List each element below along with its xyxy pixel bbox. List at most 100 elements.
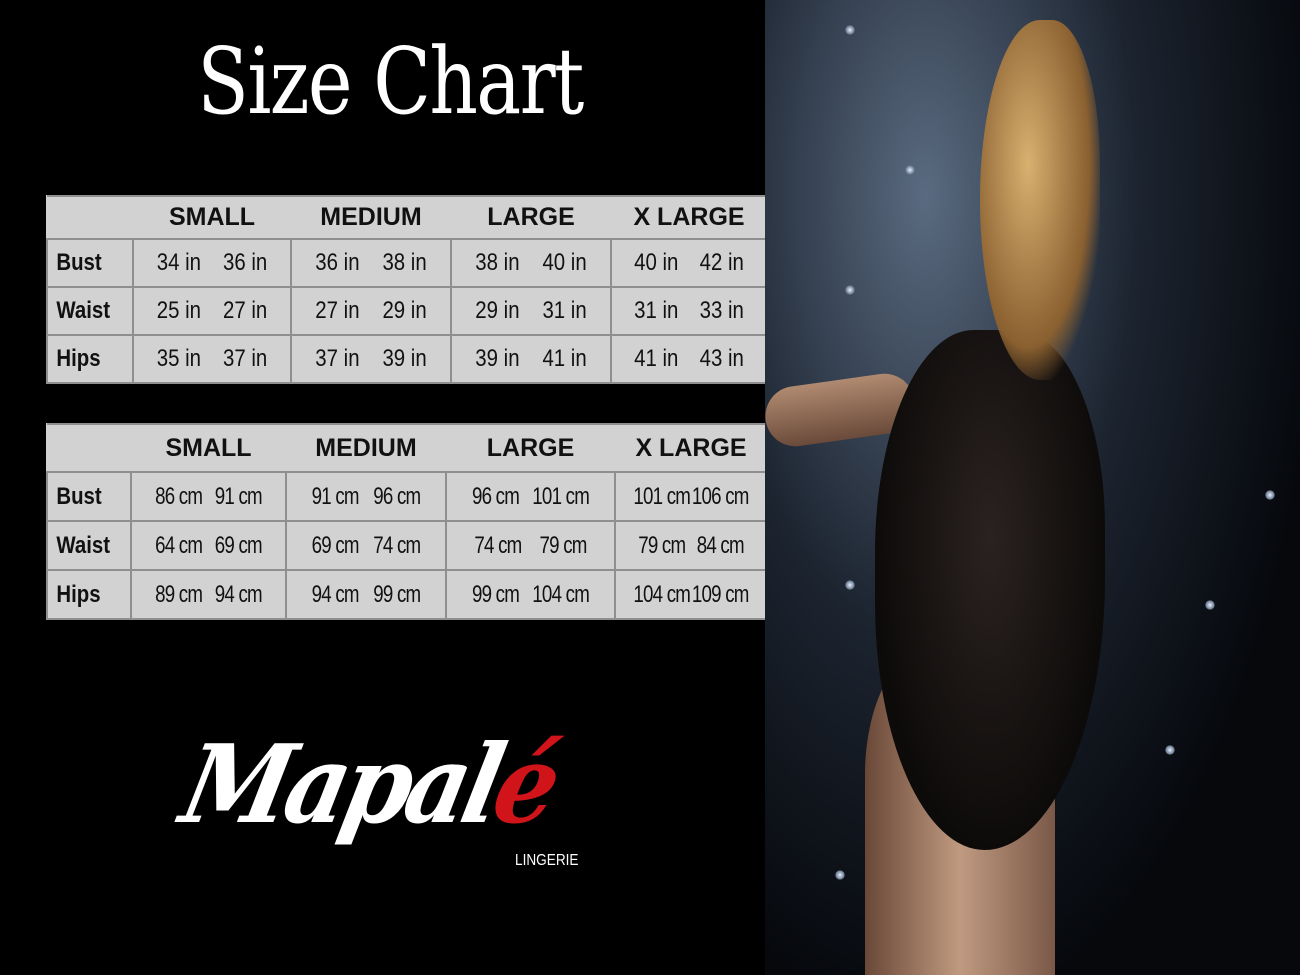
size-table-inches: SMALL MEDIUM LARGE X LARGE Bust 34 in 36 in 36 …	[46, 195, 768, 384]
model-photo	[761, 0, 1300, 975]
range-min: 86 cm	[155, 482, 203, 510]
size-range-cell: 34 in 36 in	[132, 238, 292, 288]
range-min: 74 cm	[474, 531, 522, 559]
range-min: 99 cm	[471, 580, 520, 608]
range-min: 27 in	[315, 297, 360, 324]
size-range-cell: 74 cm 79 cm	[445, 520, 616, 571]
range-min: 29 in	[475, 297, 520, 324]
range-min: 37 in	[315, 345, 360, 372]
range-max: 69 cm	[214, 531, 263, 559]
logo-wordmark: Mapal	[171, 722, 510, 848]
measurement-row-waist: Waist 64 cm 69 cm 69 cm 74 cm 74 cm 79 cm 79 cm…	[46, 520, 768, 571]
range-max: 91 cm	[214, 482, 263, 510]
size-range-cell: 31 in 33 in	[610, 286, 768, 336]
size-range-cell: 37 in 39 in	[290, 334, 452, 384]
size-header-large: LARGE	[451, 195, 611, 240]
range-max: 31 in	[542, 297, 587, 324]
size-range-cell: 99 cm 104 cm	[445, 569, 616, 620]
size-range-cell: 27 in 29 in	[290, 286, 452, 336]
range-min: 101 cm	[633, 482, 691, 510]
measurement-row-hips: Hips 89 cm 94 cm 94 cm 99 cm 99 cm 104 cm 104 c…	[46, 569, 768, 620]
range-max: 36 in	[223, 249, 268, 276]
range-min: 35 in	[156, 345, 201, 372]
range-max: 39 in	[382, 345, 427, 372]
size-header-small: SMALL	[133, 195, 291, 240]
size-range-cell: 69 cm 74 cm	[285, 520, 447, 571]
range-min: 38 in	[475, 249, 520, 276]
range-max: 74 cm	[373, 531, 421, 559]
size-range-cell: 29 in 31 in	[450, 286, 612, 336]
range-min: 91 cm	[311, 482, 360, 510]
range-min: 25 in	[156, 297, 201, 324]
measurement-label: Waist	[46, 286, 121, 336]
measurement-label: Bust	[46, 238, 121, 288]
size-header-medium: MEDIUM	[286, 423, 446, 473]
brand-logo: Mapalé LINGERIE	[171, 722, 615, 882]
range-max: 38 in	[382, 249, 427, 276]
range-min: 36 in	[315, 249, 360, 276]
range-max: 79 cm	[539, 531, 588, 559]
range-max: 84 cm	[696, 531, 745, 559]
range-min: 34 in	[156, 249, 201, 276]
range-min: 96 cm	[471, 482, 520, 510]
range-min: 104 cm	[633, 580, 691, 608]
size-range-cell: 39 in 41 in	[450, 334, 612, 384]
range-max: 37 in	[223, 345, 268, 372]
size-range-cell: 40 in 42 in	[610, 238, 768, 288]
size-header-large: LARGE	[446, 423, 615, 473]
range-min: 41 in	[634, 345, 679, 372]
range-min: 79 cm	[638, 531, 686, 559]
size-range-cell: 91 cm 96 cm	[285, 471, 447, 522]
range-max: 40 in	[542, 249, 587, 276]
size-header-x-large: X LARGE	[615, 423, 767, 473]
header-corner	[47, 423, 131, 473]
size-range-cell: 96 cm 101 cm	[445, 471, 616, 522]
header-corner	[47, 195, 133, 240]
range-max: 109 cm	[691, 580, 749, 608]
size-range-cell: 38 in 40 in	[450, 238, 612, 288]
measurement-row-bust: Bust 86 cm 91 cm 91 cm 96 cm 96 cm 101 cm 101 c…	[46, 471, 768, 522]
size-table-centimeters: SMALL MEDIUM LARGE X LARGE Bust 86 cm 91 cm 91 …	[46, 423, 768, 620]
range-max: 27 in	[223, 297, 268, 324]
size-range-cell: 64 cm 69 cm	[130, 520, 287, 571]
size-header-medium: MEDIUM	[291, 195, 451, 240]
range-max: 96 cm	[373, 482, 421, 510]
size-header-x-large: X LARGE	[611, 195, 767, 240]
size-header-small: SMALL	[131, 423, 286, 473]
measurement-row-bust: Bust 34 in 36 in 36 in 38 in 38 in 40 in 40 in 4…	[46, 238, 768, 288]
measurement-label: Bust	[46, 471, 120, 522]
range-min: 39 in	[475, 345, 520, 372]
range-min: 69 cm	[311, 531, 360, 559]
range-min: 31 in	[634, 297, 679, 324]
size-range-cell: 79 cm 84 cm	[614, 520, 768, 571]
range-max: 33 in	[699, 297, 744, 324]
range-min: 64 cm	[155, 531, 203, 559]
range-max: 41 in	[542, 345, 587, 372]
range-min: 89 cm	[155, 580, 203, 608]
size-range-cell: 94 cm 99 cm	[285, 569, 447, 620]
range-max: 94 cm	[214, 580, 263, 608]
size-header-row: SMALL MEDIUM LARGE X LARGE	[47, 423, 767, 473]
size-range-cell: 86 cm 91 cm	[130, 471, 287, 522]
range-min: 94 cm	[311, 580, 360, 608]
size-range-cell: 36 in 38 in	[290, 238, 452, 288]
range-max: 106 cm	[691, 482, 749, 510]
measurement-row-hips: Hips 35 in 37 in 37 in 39 in 39 in 41 in 41 in 4…	[46, 334, 768, 384]
size-range-cell: 101 cm 106 cm	[614, 471, 768, 522]
range-max: 104 cm	[532, 580, 590, 608]
measurement-label: Hips	[46, 334, 121, 384]
size-range-cell: 35 in 37 in	[132, 334, 292, 384]
range-max: 99 cm	[373, 580, 421, 608]
size-range-cell: 25 in 27 in	[132, 286, 292, 336]
measurement-label: Hips	[46, 569, 120, 620]
range-max: 29 in	[382, 297, 427, 324]
measurement-row-waist: Waist 25 in 27 in 27 in 29 in 29 in 31 in 31 in…	[46, 286, 768, 336]
size-range-cell: 104 cm 109 cm	[614, 569, 768, 620]
size-range-cell: 89 cm 94 cm	[130, 569, 287, 620]
range-max: 43 in	[699, 345, 744, 372]
measurement-label: Waist	[46, 520, 120, 571]
page-title: Size Chart	[197, 28, 584, 135]
range-min: 40 in	[634, 249, 679, 276]
logo-subtitle: LINGERIE	[515, 852, 579, 869]
size-header-row: SMALL MEDIUM LARGE X LARGE	[47, 195, 767, 240]
